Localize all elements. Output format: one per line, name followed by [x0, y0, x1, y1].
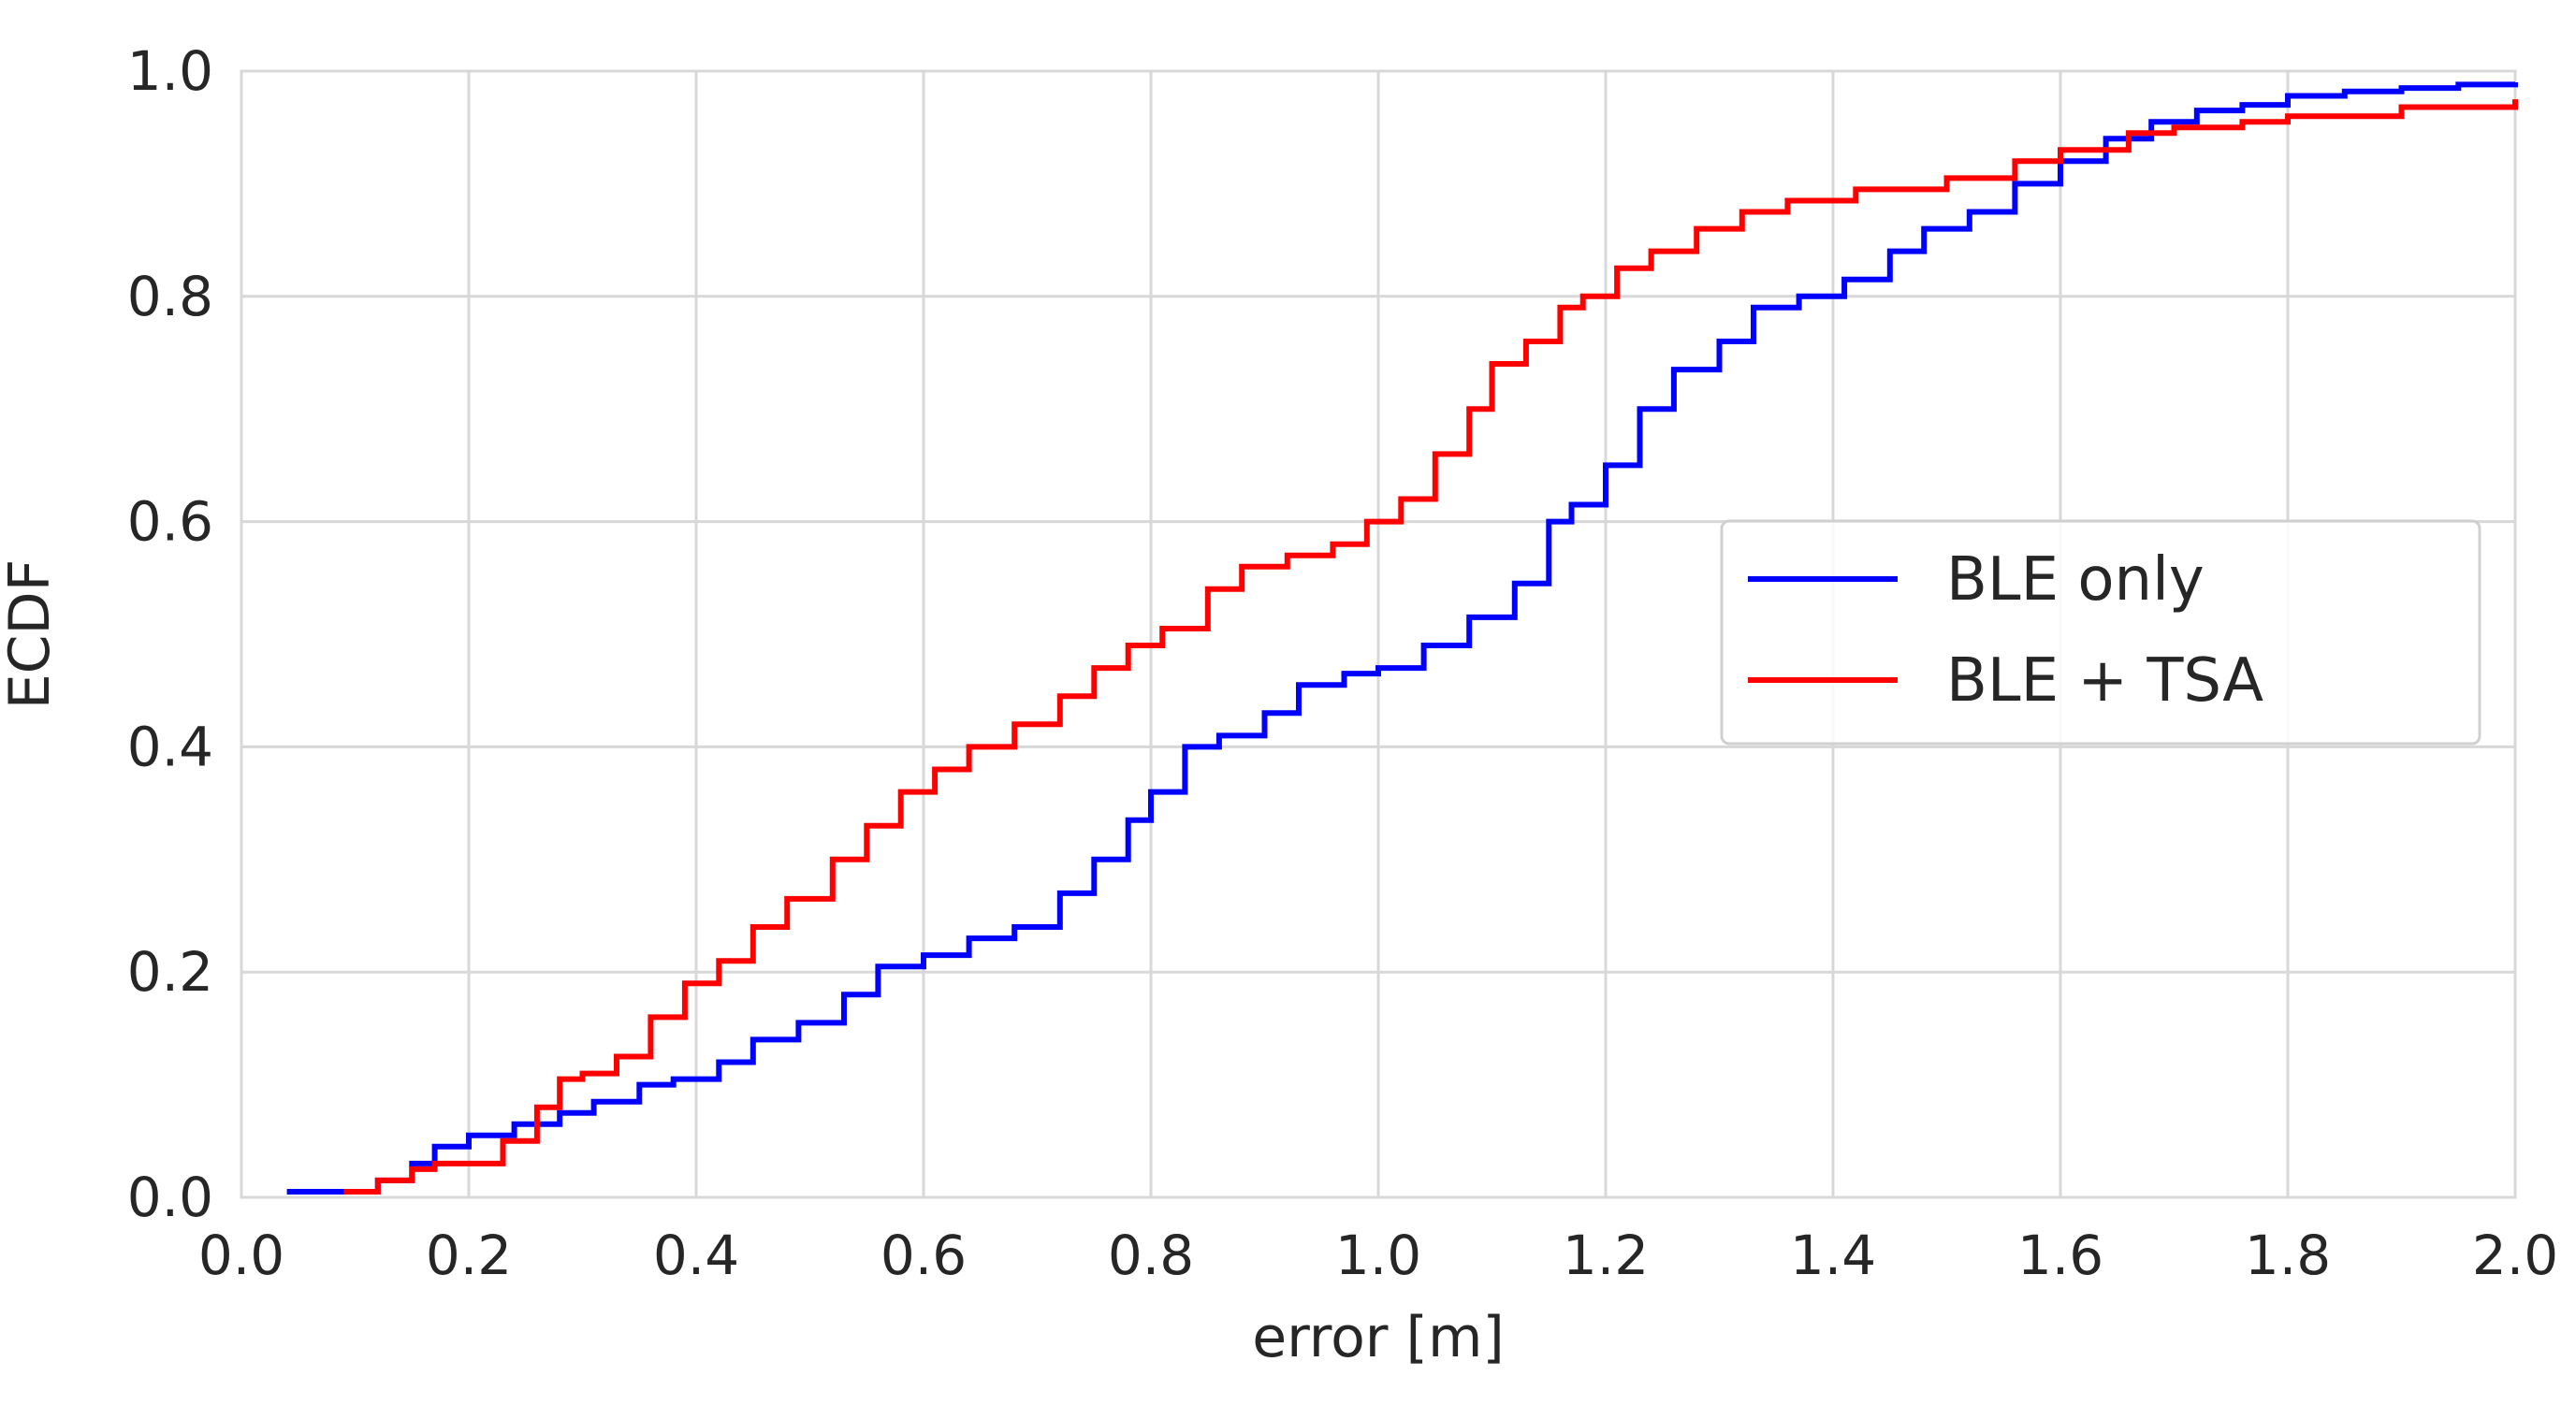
x-tick-label: 1.4: [1790, 1224, 1876, 1287]
x-tick-label: 1.6: [2017, 1224, 2103, 1287]
tick-labels: 0.0 0.2 0.4 0.6 0.8 1.0 1.2 1.4 1.6 1.8 2.0 0.0 0.2 0…: [127, 39, 2558, 1287]
x-axis-label: error [m]: [1252, 1305, 1505, 1370]
legend-label-ble-only: BLE only: [1946, 545, 2205, 615]
y-tick-label: 0.6: [127, 490, 213, 554]
x-tick-label: 0.6: [880, 1224, 967, 1287]
series-line-ble-only: [286, 81, 2518, 1195]
x-tick-label: 0.2: [426, 1224, 512, 1287]
x-tick-label: 1.0: [1335, 1224, 1421, 1287]
y-tick-label: 0.4: [127, 715, 213, 778]
series-line-ble-tsa: [343, 99, 2518, 1195]
legend-box: [1720, 519, 2481, 746]
x-tick-label: 0.8: [1108, 1224, 1194, 1287]
legend-label-ble-tsa: BLE + TSA: [1946, 646, 2263, 716]
y-tick-label: 0.0: [127, 1166, 213, 1229]
x-tick-label: 1.2: [1563, 1224, 1649, 1287]
y-axis-label: ECDF: [0, 559, 63, 710]
y-tick-label: 1.0: [127, 39, 213, 103]
x-tick-label: 2.0: [2472, 1224, 2558, 1287]
legend: BLE only BLE + TSA: [1720, 519, 2481, 746]
x-tick-label: 0.4: [653, 1224, 739, 1287]
x-tick-label: 1.8: [2245, 1224, 2331, 1287]
x-tick-label: 0.0: [198, 1224, 284, 1287]
y-tick-label: 0.8: [127, 265, 213, 328]
y-tick-label: 0.2: [127, 940, 213, 1004]
series-lines: [286, 81, 2518, 1195]
plot-area-frame: [240, 69, 2517, 1199]
